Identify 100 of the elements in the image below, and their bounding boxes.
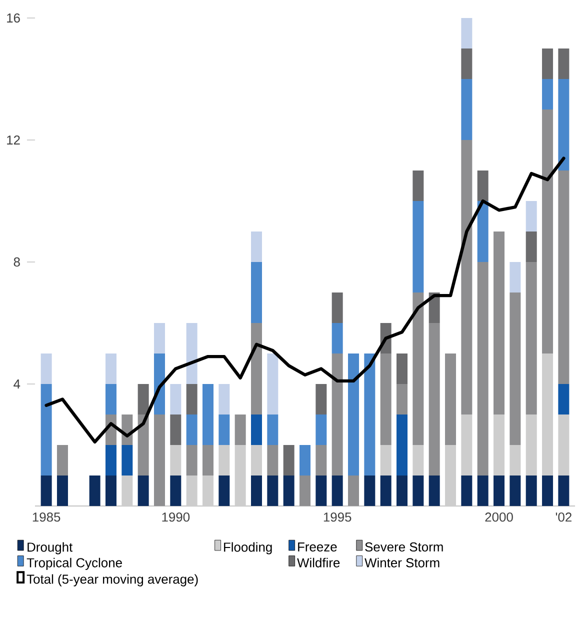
bar: [316, 384, 327, 414]
bar: [348, 354, 360, 476]
bar: [477, 476, 488, 506]
bar: [396, 476, 408, 506]
bar: [186, 414, 198, 445]
bar: [40, 354, 52, 384]
bar: [494, 414, 505, 476]
bar: [105, 445, 116, 476]
bar: [283, 445, 294, 476]
bar: [510, 262, 521, 292]
bar: [170, 384, 182, 414]
bar: [251, 445, 262, 476]
bar: [105, 384, 116, 414]
bar: [461, 78, 472, 140]
bar: [542, 476, 554, 506]
bar: [542, 109, 554, 354]
bar: [316, 476, 327, 506]
x-tick-label: 1990: [162, 512, 190, 522]
bar: [218, 476, 230, 506]
bar: [186, 322, 198, 384]
bar: [332, 476, 343, 506]
bar: [218, 384, 230, 414]
bar: [267, 414, 278, 445]
bar: [558, 78, 570, 170]
bar: [461, 48, 472, 79]
legend-label: Wildfire: [297, 558, 340, 568]
legend-label: Tropical Cyclone: [26, 558, 122, 570]
legend-label: Freeze: [298, 542, 337, 552]
x-tick-label: 1985: [32, 512, 60, 522]
bar: [251, 322, 262, 414]
bar: [234, 414, 246, 445]
bar: [477, 262, 488, 476]
bar: [510, 476, 521, 506]
bar: [138, 414, 149, 476]
bar: [542, 354, 554, 476]
bar: [267, 476, 278, 506]
bar: [56, 476, 68, 506]
bar: [412, 476, 424, 506]
bar: [380, 354, 392, 445]
bar: [412, 445, 424, 476]
bar: [461, 476, 472, 506]
bar: [105, 476, 116, 506]
bar: [558, 384, 570, 414]
bar: [445, 354, 456, 445]
bar: [412, 292, 424, 445]
x-tick-label: 2000: [485, 512, 513, 522]
bar: [218, 445, 230, 476]
bar: [40, 476, 52, 506]
bar: [526, 200, 537, 232]
bar: [186, 384, 198, 414]
bar: [526, 476, 537, 506]
bar: [396, 414, 408, 476]
bar: [138, 476, 149, 506]
bar: [558, 414, 570, 476]
bar: [251, 231, 262, 262]
bar: [332, 292, 343, 323]
legend-label: Total (5-year moving average): [26, 574, 198, 586]
bar: [283, 476, 294, 506]
bar: [138, 384, 149, 414]
legend-label: Drought: [28, 542, 73, 554]
bar: [300, 476, 311, 506]
bar: [267, 445, 278, 476]
bar: [316, 414, 327, 445]
bar: [494, 476, 505, 506]
bar: [542, 78, 554, 110]
bar: [316, 445, 327, 476]
bar: [461, 414, 472, 476]
legend-label: Flooding: [224, 542, 272, 554]
bar: [251, 262, 262, 323]
bar: [202, 445, 214, 476]
bar: [428, 476, 440, 506]
bar: [477, 200, 488, 262]
bar: [332, 322, 343, 354]
bar: [348, 476, 360, 506]
bar: [461, 140, 472, 414]
bar: [526, 262, 537, 414]
x-tick-label: 1995: [324, 512, 352, 522]
x-tick-label: '02: [556, 512, 572, 522]
bar: [526, 231, 537, 262]
y-tick-label: 4: [14, 380, 20, 388]
bar: [477, 170, 488, 201]
bar: [510, 445, 521, 476]
y-tick-label: 8: [14, 257, 20, 267]
bar: [186, 445, 198, 476]
bar: [251, 414, 262, 445]
bar: [526, 414, 537, 476]
bar: [170, 445, 182, 476]
bar: [105, 354, 116, 384]
legend-label: Winter Storm: [364, 558, 440, 568]
bar: [154, 322, 165, 354]
bar: [267, 354, 278, 414]
bar: [412, 170, 424, 201]
bar: [494, 231, 505, 414]
bar: [542, 48, 554, 79]
bar: [396, 384, 408, 414]
y-tick-label: 16: [7, 13, 20, 23]
bar: [202, 384, 214, 445]
bar: [56, 445, 68, 476]
bar: [558, 48, 570, 79]
bar: [558, 476, 570, 506]
